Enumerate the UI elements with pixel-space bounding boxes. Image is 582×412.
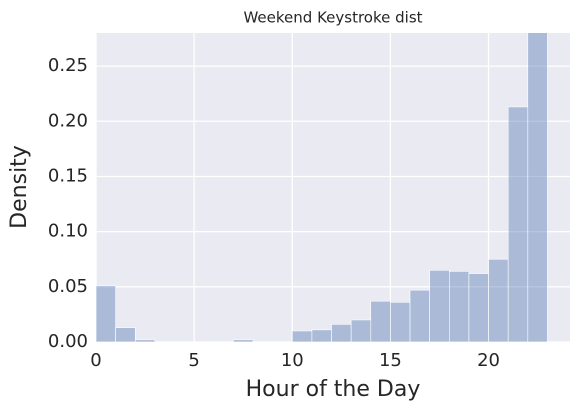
bar <box>350 319 372 342</box>
x-tick-label: 20 <box>477 350 500 371</box>
y-tick-label: 0.00 <box>48 331 88 352</box>
bar <box>390 301 411 342</box>
bar <box>331 324 352 342</box>
bar <box>291 330 313 342</box>
bars <box>96 33 548 342</box>
bar <box>134 339 156 342</box>
y-tick-label: 0.25 <box>48 55 88 76</box>
x-tick-label: 5 <box>188 350 199 371</box>
bar <box>527 33 548 342</box>
bar <box>448 271 470 342</box>
bar <box>370 300 391 342</box>
bar <box>488 258 509 342</box>
x-tick-label: 0 <box>90 350 101 371</box>
bar <box>507 106 529 342</box>
bar <box>115 327 136 342</box>
bar <box>311 329 332 342</box>
x-tick-label: 10 <box>281 350 304 371</box>
plot-area <box>96 33 570 342</box>
y-axis-label: Density <box>7 145 32 229</box>
y-tick-label: 0.20 <box>48 110 88 131</box>
y-tick-label: 0.10 <box>48 221 88 242</box>
x-tick-label: 15 <box>379 350 402 371</box>
y-tick-label: 0.15 <box>48 165 88 186</box>
chart-title: Weekend Keystroke dist <box>243 9 422 27</box>
bar <box>429 269 450 342</box>
bar <box>468 273 489 342</box>
bar <box>96 285 116 342</box>
y-tick-label: 0.05 <box>48 276 88 297</box>
bar <box>409 289 430 342</box>
x-axis-label: Hour of the Day <box>246 377 421 402</box>
bar <box>233 339 254 342</box>
